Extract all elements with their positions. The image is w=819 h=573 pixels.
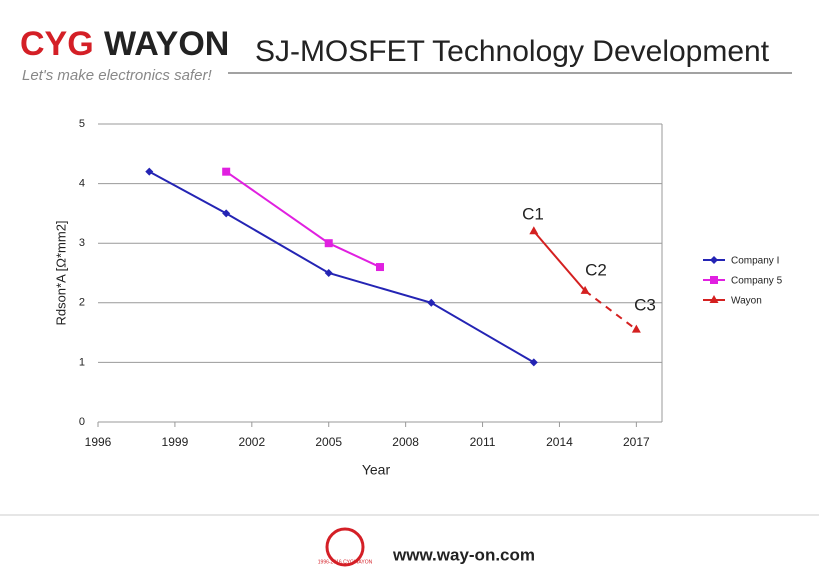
badge-text: 1996-2016 CYGWAYON [318,559,373,565]
series-line [225,170,381,268]
marker [145,167,154,176]
marker [427,298,436,307]
y-tick-label: 4 [79,178,85,190]
y-tick-label: 3 [79,237,85,249]
annotation: C1 [522,204,544,223]
slide-title: SJ-MOSFET Technology Development [255,35,770,68]
marker [631,324,641,333]
logo-right: WAYON [104,25,229,63]
marker [222,209,231,218]
x-tick-label: 2017 [623,435,650,449]
badge-icon [325,527,365,567]
marker [709,295,719,303]
marker [376,263,384,272]
series-line [148,170,535,364]
marker [529,226,539,235]
legend-label: Company 5 [731,276,783,287]
series-line [533,230,586,292]
y-tick-label: 2 [79,297,85,309]
y-tick-label: 5 [79,118,85,130]
x-tick-label: 1999 [162,435,189,449]
marker [324,269,333,277]
x-tick-label: 2014 [546,435,573,449]
marker [710,276,718,284]
annotation: C3 [634,295,656,314]
x-tick-label: 2002 [238,435,265,449]
marker [710,256,718,264]
legend-label: Company I [731,256,779,267]
y-tick-label: 1 [79,356,85,368]
y-axis-label: Rdson*A [Ω*mm2] [53,220,68,325]
x-tick-label: 1996 [85,435,112,449]
series-line [584,290,637,331]
marker [529,358,538,367]
x-tick-label: 2005 [315,435,342,449]
tagline: Let's make electronics safer! [22,67,212,84]
x-tick-label: 2011 [470,435,496,449]
x-tick-label: 2008 [392,435,419,449]
marker [222,167,231,176]
y-tick-label: 0 [79,416,85,428]
legend-label: Wayon [731,296,762,307]
x-axis-label: Year [362,462,391,478]
annotation: C2 [585,260,607,279]
marker [580,285,590,294]
marker [324,239,333,248]
logo-left: CYG [20,25,94,63]
footer-url: www.way-on.com [392,545,535,564]
